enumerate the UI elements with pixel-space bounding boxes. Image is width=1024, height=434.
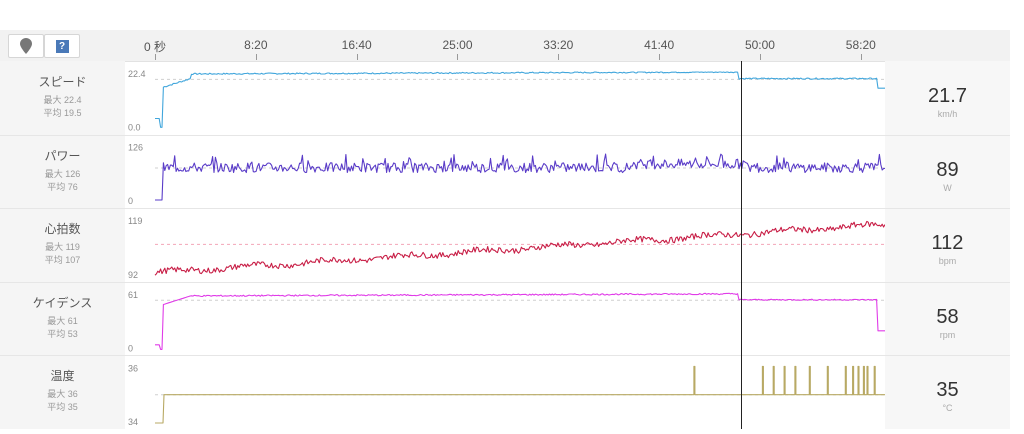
time-cursor[interactable] bbox=[741, 61, 742, 429]
timeline-tick bbox=[659, 54, 661, 60]
metric-max: 最大 126 bbox=[44, 168, 81, 179]
help-icon: ? bbox=[55, 39, 69, 53]
metric-value-temp: 35 °C bbox=[885, 379, 1010, 413]
series-line-power bbox=[155, 153, 885, 201]
metric-max: 最大 22.4 bbox=[43, 95, 82, 105]
row-separator bbox=[0, 281, 1010, 283]
y-min-label: 0 bbox=[128, 196, 133, 206]
metric-avg: 平均 19.5 bbox=[43, 108, 82, 118]
timeline-tick bbox=[255, 54, 257, 60]
y-max-label: 61 bbox=[128, 290, 138, 300]
timeline-tick bbox=[759, 54, 761, 60]
y-max-label: 36 bbox=[128, 363, 138, 373]
y-max-label: 126 bbox=[128, 143, 143, 153]
current-value-column: 21.7 km/h 89 W 112 bpm 58 rpm 35 °C bbox=[885, 61, 1010, 429]
timeline-label: 25:00 bbox=[442, 38, 473, 52]
y-min-label: 0.0 bbox=[128, 123, 141, 133]
metric-name: スピード bbox=[38, 75, 87, 89]
row-separator bbox=[0, 134, 1010, 136]
metric-value-speed: 21.7 km/h bbox=[885, 85, 1010, 119]
metric-avg: 平均 53 bbox=[47, 328, 78, 339]
timeline-bar bbox=[0, 30, 1010, 62]
timeline-label: 58:20 bbox=[845, 38, 876, 52]
charts-svg[interactable]: 22.4 0.0 126 0 119 92 61 0 36 34 bbox=[125, 61, 885, 429]
metric-unit: °C bbox=[942, 403, 953, 414]
timeline-label: 0 秒 bbox=[143, 40, 167, 54]
metric-current-value: 89 bbox=[936, 158, 959, 181]
metric-current-value: 21.7 bbox=[928, 85, 967, 107]
metric-name: パワー bbox=[44, 148, 81, 163]
metric-max: 最大 36 bbox=[47, 389, 78, 400]
timeline-tick bbox=[155, 54, 156, 60]
metric-max: 最大 61 bbox=[47, 315, 78, 326]
timeline-label: 8:20 bbox=[244, 38, 268, 52]
metric-name: ケイデンス bbox=[32, 295, 93, 310]
metric-avg: 平均 35 bbox=[47, 402, 78, 413]
y-max-label: 119 bbox=[128, 216, 142, 226]
y-min-label: 92 bbox=[128, 270, 138, 280]
metric-value-power: 89 W bbox=[885, 159, 1010, 193]
metric-unit: km/h bbox=[937, 109, 958, 119]
metric-value-cadence: 58 rpm bbox=[885, 306, 1010, 340]
timeline-tick bbox=[457, 54, 459, 60]
timeline-tick bbox=[356, 54, 358, 60]
timeline-label: 50:00 bbox=[744, 38, 775, 52]
series-line-cadence bbox=[155, 292, 885, 350]
metric-current-value: 112 bbox=[931, 232, 964, 255]
metric-label-hr: 心拍数最大 119 平均 107 bbox=[0, 220, 125, 267]
metric-value-hr: 112 bpm bbox=[885, 232, 1010, 266]
series-line-speed bbox=[155, 71, 885, 128]
y-max-label: 22.4 bbox=[128, 69, 146, 79]
timeline-label: 41:40 bbox=[644, 38, 675, 52]
y-min-label: 34 bbox=[128, 417, 138, 427]
map-pin-icon bbox=[20, 38, 32, 54]
help-button[interactable]: ? bbox=[44, 34, 80, 58]
timeline-tick bbox=[860, 54, 862, 60]
metric-label-temp: 温度最大 36 平均 35 bbox=[0, 367, 125, 414]
metric-max: 最大 119 bbox=[45, 242, 80, 253]
metric-unit: W bbox=[943, 182, 952, 193]
timeline-tick bbox=[558, 54, 560, 60]
row-separator bbox=[0, 208, 1010, 210]
metric-current-value: 35 bbox=[936, 379, 959, 402]
metric-unit: rpm bbox=[939, 329, 956, 340]
series-line-temp bbox=[155, 365, 885, 424]
metric-current-value: 58 bbox=[936, 305, 959, 328]
metric-label-speed: スピード最大 22.4 平均 19.5 bbox=[0, 73, 125, 120]
metric-avg: 平均 107 bbox=[44, 255, 81, 266]
metric-name: 温度 bbox=[50, 369, 75, 384]
row-separator bbox=[0, 355, 1010, 357]
metric-unit: bpm bbox=[938, 256, 957, 267]
series-line-hr bbox=[154, 220, 885, 276]
map-pin-button[interactable] bbox=[8, 34, 44, 58]
y-min-label: 0 bbox=[128, 343, 133, 353]
timeline-label: 33:20 bbox=[543, 38, 574, 52]
metric-label-column: スピード最大 22.4 平均 19.5 パワー最大 126 平均 76 心拍数最大 11… bbox=[0, 61, 125, 429]
timeline-label: 16:40 bbox=[341, 38, 372, 52]
metric-label-cadence: ケイデンス最大 61 平均 53 bbox=[0, 294, 125, 341]
metric-charts[interactable]: 22.4 0.0 126 0 119 92 61 0 36 34 bbox=[125, 61, 885, 429]
metric-name: 心拍数 bbox=[44, 222, 81, 237]
metric-avg: 平均 76 bbox=[47, 181, 78, 192]
metric-label-power: パワー最大 126 平均 76 bbox=[0, 147, 125, 194]
